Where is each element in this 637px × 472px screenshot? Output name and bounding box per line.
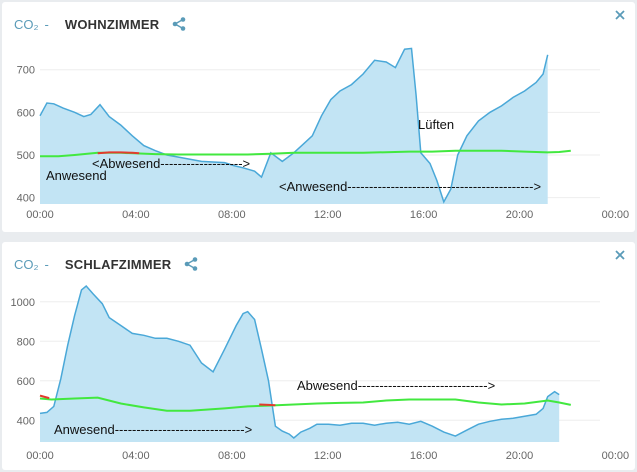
co2-chart: 700 600 500 400 00:00 04:00 08:00 12:00 16:00 20:… xyxy=(17,47,630,221)
x-tick-label: 16:00 xyxy=(410,209,438,221)
share-icon[interactable] xyxy=(171,16,187,32)
x-tick-label: 08:00 xyxy=(218,209,246,221)
share-icon[interactable] xyxy=(183,256,199,272)
x-tick-label: 00:00 xyxy=(602,450,630,462)
x-tick-label: 00:00 xyxy=(26,450,54,462)
x-tick-label: 20:00 xyxy=(506,209,534,221)
threshold-red-segment xyxy=(39,394,50,400)
y-tick-label: 500 xyxy=(17,150,35,162)
header-separator: - xyxy=(44,256,49,272)
y-tick-label: 1000 xyxy=(11,297,35,309)
annotation-anwesend: Anwesend------------------------------> xyxy=(54,422,252,437)
co2-series-line xyxy=(39,284,560,439)
co2-area-fill xyxy=(40,48,548,205)
threshold-red-segment xyxy=(259,403,276,407)
x-tick-label: 12:00 xyxy=(314,450,342,462)
x-tick-label: 04:00 xyxy=(122,209,150,221)
room-title: WOHNZIMMER xyxy=(64,16,160,32)
x-tick-label: 00:00 xyxy=(26,209,54,221)
chart-card-schlafzimmer: CO₂ - SCHLAFZIMMER 1000 800 600 400 00:00 04:… xyxy=(2,242,635,470)
x-tick-label: 20:00 xyxy=(506,450,534,462)
card-header: CO₂ - SCHLAFZIMMER xyxy=(14,254,199,274)
y-tick-label: 400 xyxy=(17,415,35,427)
co2-series-line xyxy=(39,47,549,204)
chart-card-wohnzimmer: CO₂ - WOHNZIMMER 700 600 500 400 00:00 04:00 0… xyxy=(2,2,635,232)
y-tick-label: 400 xyxy=(17,193,35,205)
x-tick-label: 04:00 xyxy=(122,450,150,462)
sensor-type-label: CO₂ xyxy=(14,256,39,272)
annotation-lueften: Lüften xyxy=(418,117,454,132)
y-tick-label: 700 xyxy=(17,65,35,77)
y-tick-label: 800 xyxy=(17,336,35,348)
header-separator: - xyxy=(44,16,49,32)
x-tick-label: 12:00 xyxy=(314,209,342,221)
presence-threshold-line xyxy=(39,396,572,412)
close-icon[interactable] xyxy=(613,248,627,262)
sensor-type-label: CO₂ xyxy=(14,16,39,32)
annotation-abwesend: Abwesend------------------------------> xyxy=(297,378,495,393)
x-tick-label: 08:00 xyxy=(218,450,246,462)
y-tick-label: 600 xyxy=(17,376,35,388)
threshold-red-segment xyxy=(97,151,140,155)
close-icon[interactable] xyxy=(613,8,627,22)
x-tick-label: 00:00 xyxy=(602,209,630,221)
annotation-anwesend_2: <Anwesend-------------------------------… xyxy=(279,179,541,194)
annotation-abwesend_1: <Abwesend-------------------> xyxy=(92,156,250,171)
annotation-anwesend_1: Anwesend xyxy=(46,168,107,183)
room-title: SCHLAFZIMMER xyxy=(64,256,172,272)
card-header: CO₂ - WOHNZIMMER xyxy=(14,14,187,34)
co2-area-fill xyxy=(40,286,560,442)
y-tick-label: 600 xyxy=(17,107,35,119)
co2-chart: 1000 800 600 400 00:00 04:00 08:00 12:00 16:00 20… xyxy=(11,284,630,462)
x-tick-label: 16:00 xyxy=(410,450,438,462)
